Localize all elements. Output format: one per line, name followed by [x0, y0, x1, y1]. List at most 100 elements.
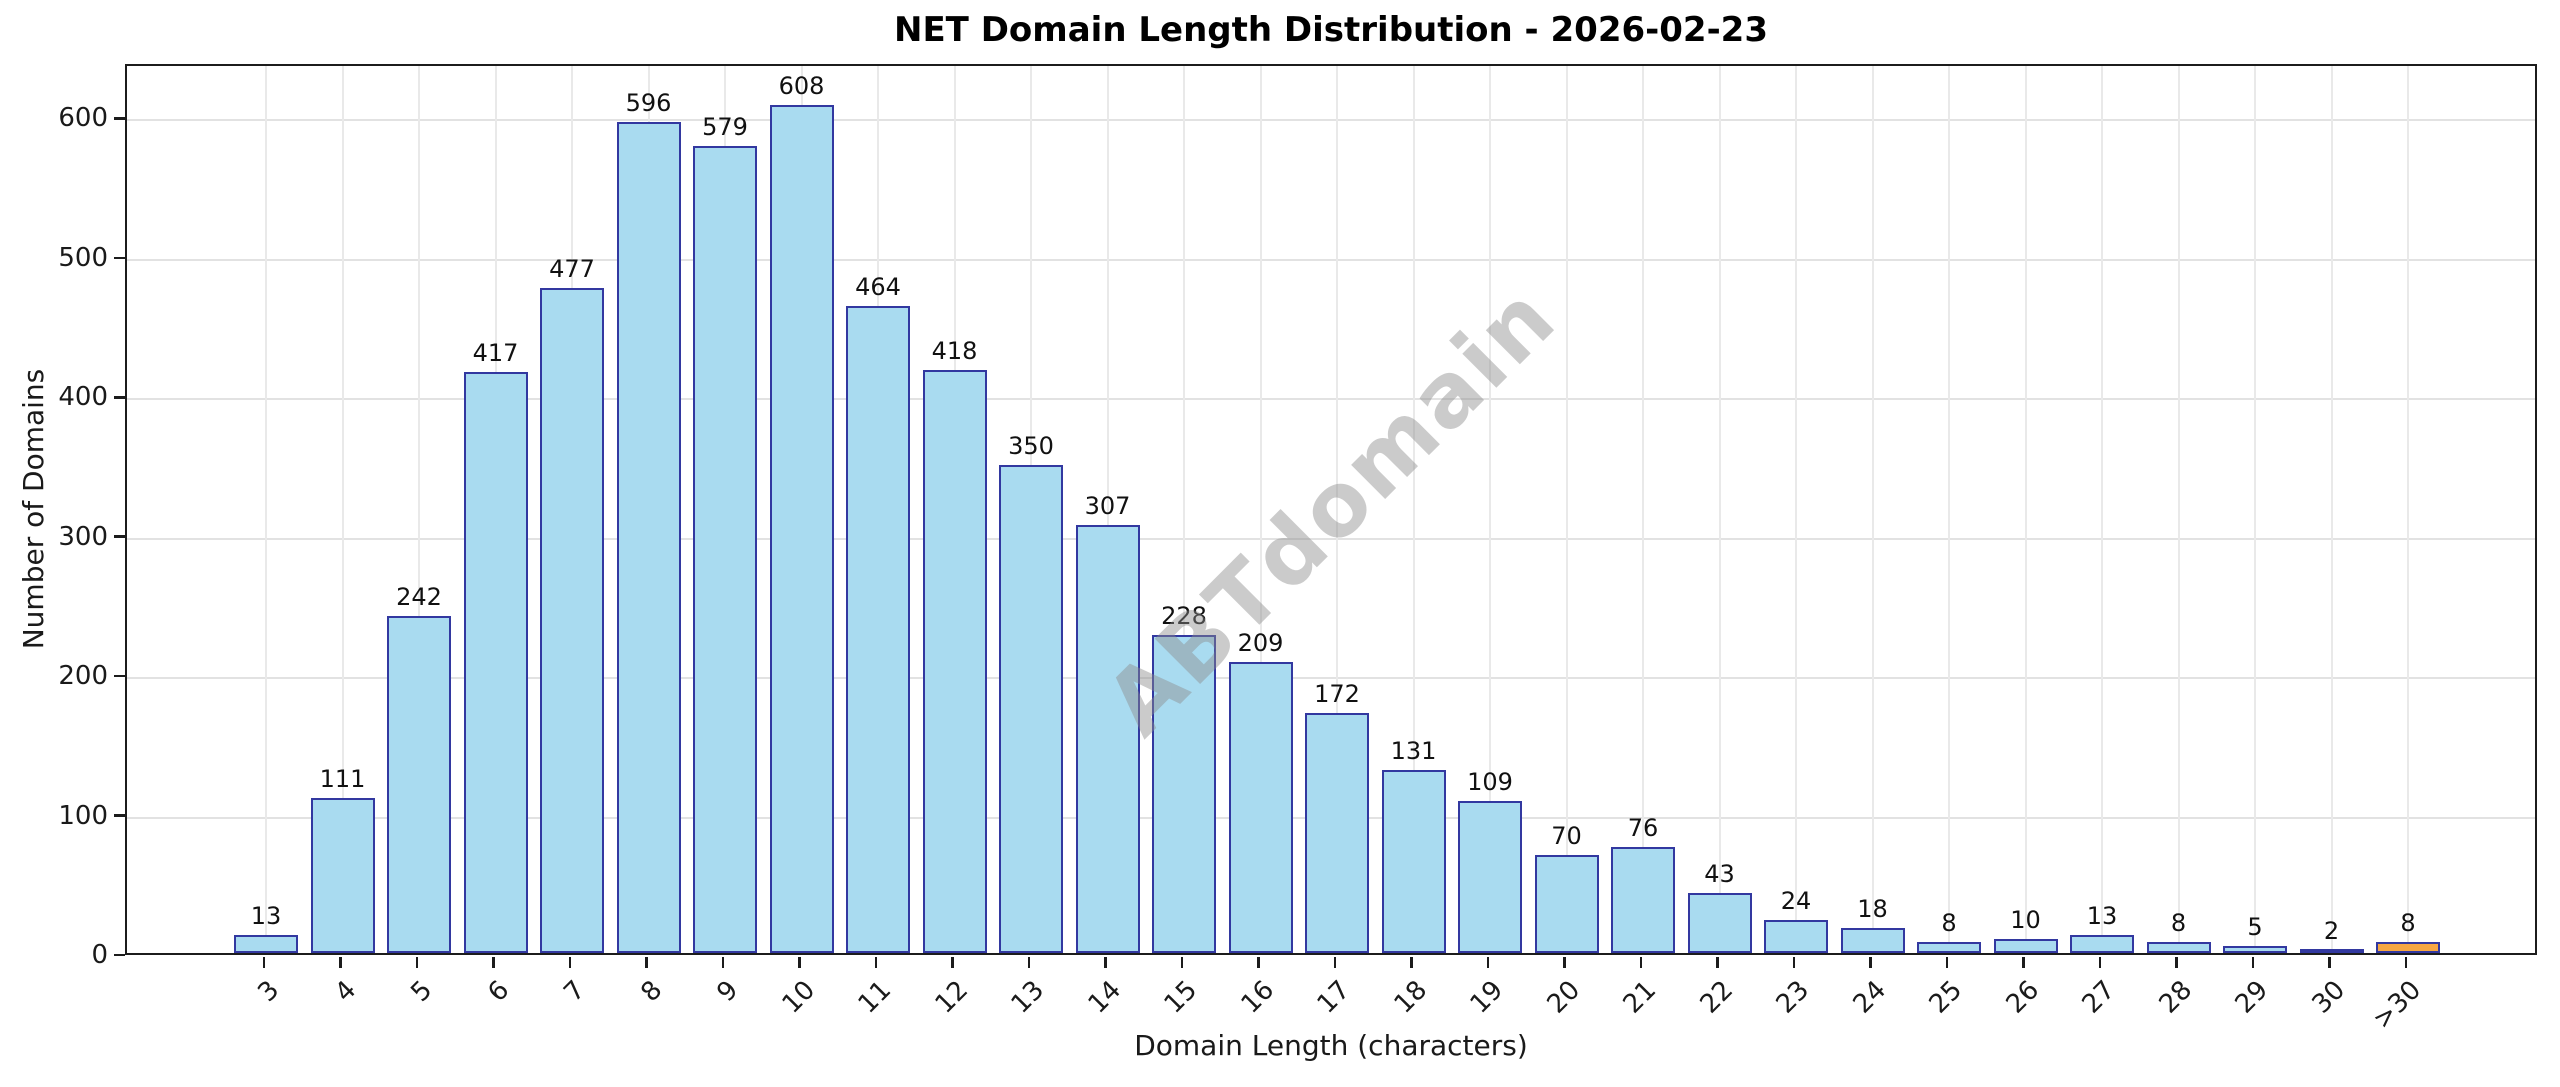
- x-gridline: [1336, 66, 1338, 953]
- bar-value-label: 24: [1780, 886, 1812, 915]
- x-tick-label: 30: [2306, 975, 2351, 1020]
- x-tick-label: 24: [1847, 975, 1892, 1020]
- x-tick: [1716, 957, 1719, 968]
- x-tick-label: 26: [2000, 975, 2045, 1020]
- x-gridline: [1412, 66, 1415, 953]
- y-gridline: [127, 537, 2535, 540]
- y-tick-label: 600: [58, 103, 108, 134]
- y-tick-label: 500: [58, 242, 108, 273]
- x-tick-label: 29: [2229, 975, 2275, 1020]
- x-gridline: [1106, 66, 1109, 953]
- x-tick-label: 27: [2076, 975, 2122, 1020]
- bar: [1381, 770, 1446, 953]
- x-tick-label: 17: [1311, 975, 1357, 1020]
- x-tick: [721, 957, 725, 968]
- y-tick-label: 100: [58, 800, 108, 831]
- x-tick: [798, 957, 801, 968]
- chart-title: NET Domain Length Distribution - 2026-02…: [894, 10, 1768, 50]
- bar-value-label: 8: [2400, 908, 2416, 937]
- x-gridline: [2330, 66, 2333, 953]
- x-tick: [1486, 957, 1490, 968]
- bar: [387, 615, 451, 953]
- x-gridline: [265, 66, 267, 953]
- y-gridline: [127, 677, 2535, 680]
- x-gridline: [1183, 66, 1185, 953]
- y-tick: [114, 396, 125, 399]
- x-axis-label: Domain Length (characters): [1134, 1029, 1528, 1062]
- bar-value-label: 579: [702, 112, 748, 141]
- bar-value-label: 350: [1008, 431, 1054, 460]
- x-tick: [1180, 957, 1184, 968]
- x-gridline: [1259, 66, 1262, 953]
- bar-value-label: 111: [319, 765, 366, 794]
- x-tick-label: 18: [1388, 975, 1433, 1020]
- x-tick: [339, 957, 342, 968]
- bar: [540, 287, 604, 953]
- y-gridline: [127, 119, 2535, 122]
- x-gridline: [1871, 66, 1874, 953]
- x-tick: [2022, 957, 2025, 968]
- x-gridline: [1795, 66, 1797, 953]
- bar-value-label: 131: [1390, 737, 1437, 766]
- bar-value-label: 477: [549, 254, 595, 283]
- bar: [616, 121, 681, 953]
- y-tick-label: 200: [58, 661, 108, 692]
- bar-value-label: 172: [1314, 680, 1360, 709]
- x-tick-label: 14: [1082, 975, 1127, 1020]
- bar-value-label: 307: [1084, 491, 1131, 520]
- bar-value-label: 228: [1161, 602, 1207, 631]
- x-tick: [1410, 957, 1413, 968]
- x-tick: [1027, 957, 1031, 968]
- x-tick: [2098, 957, 2102, 968]
- y-tick: [114, 256, 125, 260]
- x-tick-label: 5: [405, 975, 439, 1008]
- x-tick-label: 15: [1158, 975, 1204, 1020]
- bar-value-label: 43: [1704, 860, 1735, 889]
- bar: [693, 145, 757, 953]
- bar-value-label: 209: [1237, 628, 1284, 657]
- bar: [463, 371, 528, 953]
- bar-value-label: 13: [250, 901, 282, 930]
- x-tick: [1563, 957, 1566, 968]
- bar: [1458, 801, 1522, 953]
- bar: [769, 105, 834, 953]
- bar: [1305, 713, 1369, 953]
- x-tick: [645, 957, 648, 968]
- bar: [1764, 919, 1828, 953]
- x-tick: [1869, 957, 1872, 968]
- x-tick-label: 13: [1005, 975, 1051, 1020]
- x-tick-label: 20: [1541, 975, 1586, 1020]
- y-tick: [114, 535, 125, 538]
- bar: [234, 934, 298, 953]
- x-tick: [262, 957, 266, 968]
- bar: [1840, 927, 1905, 953]
- x-tick-label: 7: [558, 975, 592, 1008]
- bar: [1917, 941, 1981, 953]
- bar: [999, 464, 1063, 953]
- bar: [310, 798, 375, 953]
- x-tick: [874, 957, 878, 968]
- bar: [2299, 949, 2364, 953]
- x-gridline: [2101, 66, 2103, 953]
- x-tick-label: 22: [1694, 975, 1739, 1020]
- x-gridline: [1642, 66, 1644, 953]
- bar-value-label: 8: [2170, 908, 2187, 937]
- x-tick: [568, 957, 572, 968]
- bar-value-label: 608: [778, 72, 825, 101]
- bar: [922, 370, 987, 953]
- bar: [2376, 941, 2440, 953]
- bar-value-label: 596: [625, 88, 672, 117]
- bar-value-label: 418: [931, 337, 978, 366]
- y-gridline: [127, 398, 2535, 401]
- plot-area: 13 111 242 417 477 596 579 608 464 418 350 307 228 20…: [125, 64, 2537, 955]
- x-tick-label: 6: [481, 975, 515, 1008]
- x-tick: [2328, 957, 2331, 968]
- x-tick: [1945, 957, 1949, 968]
- bar: [1075, 524, 1140, 953]
- bar-value-label: 2: [2323, 917, 2340, 946]
- bar: [1152, 635, 1216, 953]
- x-tick-label: 19: [1464, 975, 1510, 1020]
- bar: [2070, 934, 2134, 953]
- y-gridline: [127, 258, 2535, 261]
- x-tick-label: 3: [252, 975, 286, 1008]
